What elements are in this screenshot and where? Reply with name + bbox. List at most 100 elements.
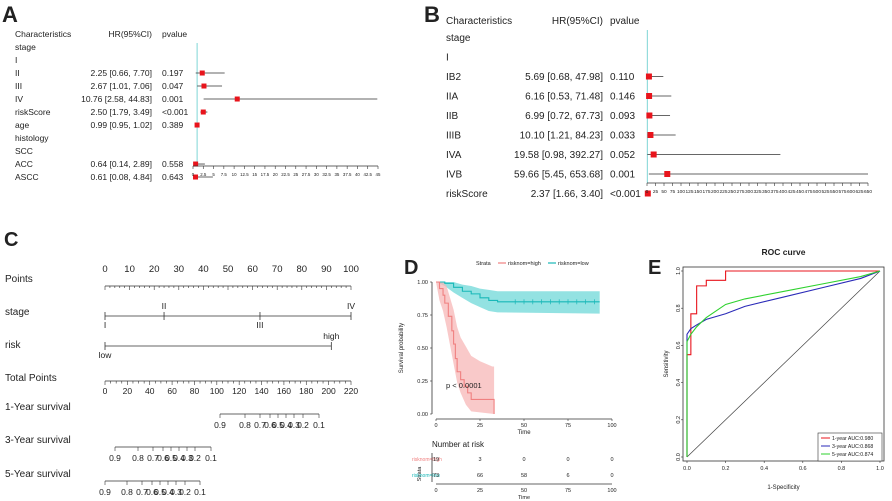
forest_a-hr-marker — [200, 109, 206, 115]
km-risk-high-cell: 19 — [433, 457, 439, 463]
forest_a-row-label: riskScore — [15, 107, 51, 117]
nomogram-points-tick-label: 20 — [149, 264, 160, 275]
km-legend-low-label: risknom=low — [558, 261, 589, 267]
km-low-ci-band — [436, 282, 600, 314]
forest_b-x-tick-label: 0 — [646, 189, 649, 195]
nomogram-y1-tick-label: 0.6 — [264, 420, 276, 430]
forest_a-x-tick-label: 0 — [192, 172, 195, 177]
forest_b-row-label: I — [446, 53, 449, 64]
km-high-ci-band — [436, 282, 495, 414]
nomogram-y5-label: 5-Year survival — [5, 469, 71, 480]
forest_b-row-label: IVA — [446, 150, 462, 161]
km-y-tick-label: 0.75 — [417, 313, 428, 319]
km-high-curve — [436, 281, 495, 414]
nomogram-points-tick-label: 70 — [272, 264, 283, 275]
forest_a-x-tick-label: 25 — [293, 172, 298, 177]
nomogram-y1-tick-label: 0.9 — [214, 420, 226, 430]
forest_b-hr-marker — [664, 171, 671, 177]
forest_b-row-pvalue: 0.001 — [610, 170, 635, 181]
km-low-curve — [436, 281, 600, 303]
nomogram-total-tick-label: 120 — [232, 386, 246, 396]
km-risk-high-cell: 3 — [478, 457, 481, 463]
km-risk-high-label: risknom=high — [412, 457, 442, 463]
forest_b-hr-marker — [646, 112, 653, 119]
forest_b-row-label: riskScore — [446, 189, 488, 200]
km-y-tick-label: 0.50 — [417, 346, 428, 352]
nomogram-y1-tick-label: 0.7 — [254, 420, 266, 430]
km-risk-x-tick-label: 50 — [521, 488, 527, 494]
forest_b-x-tick-label: 400 — [779, 189, 787, 195]
km-risk-x-tick-label: 0 — [434, 488, 437, 494]
forest_a-hr-marker — [201, 83, 207, 89]
forest_a-x-tick-label: 40 — [355, 172, 360, 177]
nomogram-points-tick-label: 30 — [174, 264, 185, 275]
nomogram-points-tick-label: 0 — [102, 264, 107, 275]
nomogram-y5-tick-label: 0.3 — [170, 487, 182, 497]
km-y-tick-label: 1.00 — [417, 280, 428, 286]
nomogram-points-label: Points — [5, 274, 33, 285]
forest_a-x-tick-label: 7.5 — [221, 172, 228, 177]
forest_a-row-pvalue: <0.001 — [162, 107, 189, 117]
roc-y-tick-label: 0.4 — [676, 379, 682, 387]
nomogram-total-tick-label: 60 — [167, 386, 177, 396]
forest_a-hr-marker — [193, 161, 199, 167]
forest_b-x-tick-label: 225 — [719, 189, 727, 195]
km-risk-x-tick-label: 25 — [477, 488, 483, 494]
forest_a-row-label: stage — [15, 42, 36, 52]
km-risk-low-cell: 58 — [521, 473, 527, 479]
nomogram-total-label: Total Points — [5, 373, 57, 384]
nomogram-total-tick-label: 20 — [123, 386, 133, 396]
nomogram-y3-tick-label: 0.1 — [205, 453, 217, 463]
panel-label-d: D — [404, 257, 418, 279]
nomogram-y5-tick-label: 0.2 — [179, 487, 191, 497]
nomogram-total-tick-label: 180 — [299, 386, 313, 396]
forest_b-x-tick-label: 575 — [838, 189, 846, 195]
nomogram-y3-tick-label: 0.8 — [132, 453, 144, 463]
km-legend-high-label: risknom=high — [508, 261, 541, 267]
roc-curve-1-year — [686, 270, 880, 457]
forest_b-x-tick-label: 525 — [821, 189, 829, 195]
forest_b-hr-marker — [650, 151, 657, 158]
forest_a-hr-marker — [193, 174, 199, 180]
roc-y-tick-label: 0.0 — [676, 453, 682, 461]
forest_a-x-tick-label: 5 — [212, 172, 215, 177]
roc-x-tick-label: 0.4 — [760, 466, 768, 472]
roc-legend-label: 3-year AUC:0.868 — [832, 444, 873, 450]
forest_b-row-hr: 6.99 [0.72, 67.73] — [525, 111, 603, 122]
forest_b-row-hr: 5.69 [0.68, 47.98] — [525, 72, 603, 83]
forest_b-x-tick-label: 600 — [847, 189, 855, 195]
forest_b-row-label: IIB — [446, 111, 459, 122]
forest_b-x-tick-label: 25 — [653, 189, 659, 195]
forest_b-hr-marker — [646, 93, 653, 99]
nomogram-stage-tick-label: II — [162, 301, 167, 311]
forest_a-hr-marker — [194, 122, 200, 128]
forest_a-row-pvalue: 0.001 — [162, 94, 184, 104]
nomogram-y1-tick-label: 0.2 — [297, 420, 309, 430]
forest_b-row-pvalue: 0.052 — [610, 150, 635, 161]
nomogram-points-tick-label: 60 — [247, 264, 258, 275]
nomogram-y1-tick-label: 0.5 — [272, 420, 284, 430]
nomogram-y5-tick-label: 0.5 — [154, 487, 166, 497]
km-y-axis-title: Survival probability — [399, 323, 405, 373]
panel-label-a: A — [2, 2, 18, 27]
forest_a-row-hr: 2.25 [0.66, 7.70] — [91, 68, 152, 78]
forest_b-x-tick-label: 475 — [804, 189, 812, 195]
forest_b-x-tick-label: 50 — [661, 189, 667, 195]
km-y-tick-label: 0.00 — [417, 412, 428, 418]
forest_b-x-tick-label: 200 — [711, 189, 719, 195]
forest_a-x-tick-label: 17.5 — [261, 172, 270, 177]
nomogram-total-tick-label: 140 — [254, 386, 268, 396]
forest_b-x-tick-label: 275 — [736, 189, 744, 195]
nomogram-y3-tick-label: 0.2 — [189, 453, 201, 463]
km-risk-high-cell: 0 — [522, 457, 525, 463]
roc-curve-5-year — [686, 270, 881, 457]
forest_a-row-pvalue: 0.643 — [162, 172, 184, 182]
forest_a-hr-marker — [234, 96, 240, 102]
nomogram-y3-tick-label: 0.7 — [147, 453, 159, 463]
km-x-axis-title: Time — [517, 430, 531, 436]
nomogram-points-tick-label: 10 — [124, 264, 135, 275]
roc-x-tick-label: 0.6 — [799, 466, 807, 472]
forest_b-x-tick-label: 350 — [762, 189, 770, 195]
nomogram-total-tick-label: 220 — [344, 386, 358, 396]
nomogram-stage-tick-label: III — [256, 320, 263, 330]
